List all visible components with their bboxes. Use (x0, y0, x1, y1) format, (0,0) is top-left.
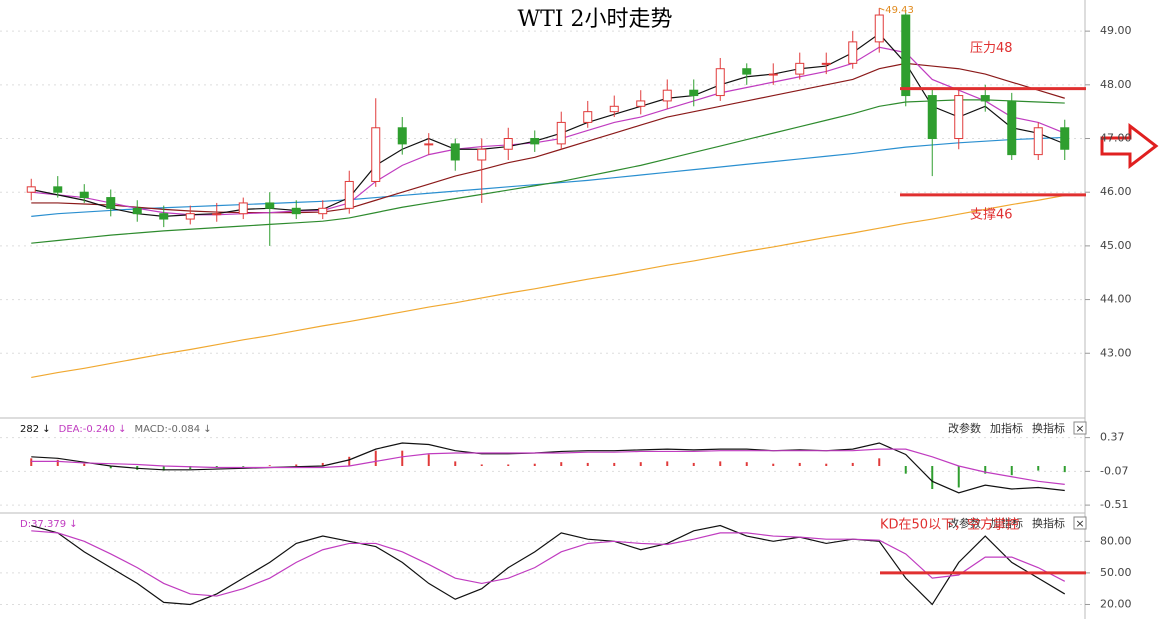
panel-button[interactable]: 加指标 (990, 421, 1023, 435)
legend-label: D:37.379 ↓ (20, 519, 78, 530)
candle-body (980, 95, 990, 102)
candle-body (79, 191, 89, 199)
indicator-line (31, 524, 1066, 606)
y-tick-label: 47.00 (1100, 132, 1132, 145)
candle-body (609, 105, 619, 113)
y-tick-label: 50.00 (1100, 566, 1132, 579)
annotation-label: 支撑46 (970, 207, 1013, 222)
arrow-icon (1100, 122, 1159, 170)
annotation-label: KD在50以下，空方掌控 (880, 516, 1019, 532)
high-label-pointer (879, 7, 885, 11)
candle-body (848, 41, 858, 64)
candle-body (371, 127, 381, 182)
candle-body (795, 62, 805, 75)
candle-body (1007, 100, 1017, 156)
candle-body (768, 73, 778, 76)
candle-body (318, 207, 328, 215)
candle-body (477, 148, 487, 161)
close-button-box[interactable] (1073, 421, 1087, 435)
candle-body (954, 95, 964, 140)
panel-button[interactable]: × (1075, 517, 1084, 530)
candle-body (503, 138, 513, 150)
chart-title: WTI 2小时走势 (518, 7, 673, 32)
panel-button[interactable]: 改参数 (948, 421, 981, 435)
candle-body (291, 207, 301, 215)
candle-body (556, 121, 566, 145)
candle-body (1060, 127, 1070, 150)
candle-body (106, 197, 116, 209)
candle-body (1033, 127, 1043, 156)
panel-button[interactable]: × (1075, 422, 1084, 435)
candle-body (344, 180, 354, 209)
y-tick-label: 49.00 (1100, 24, 1132, 37)
candle-body (397, 127, 407, 145)
indicator-line (31, 530, 1066, 597)
y-tick-label: 46.00 (1100, 185, 1132, 198)
candle-body (132, 207, 142, 215)
candle-body (927, 95, 937, 140)
candle-body (689, 89, 699, 97)
candle-body (662, 89, 672, 102)
y-tick-label: 80.00 (1100, 534, 1132, 547)
candle-body (450, 143, 460, 161)
indicator-line (31, 33, 1065, 217)
y-tick-label: 44.00 (1100, 293, 1132, 306)
y-tick-label: 45.00 (1100, 239, 1132, 252)
candle-body (212, 213, 222, 216)
candle-body (874, 14, 884, 43)
high-label: 49.43 (885, 5, 914, 16)
panel-button[interactable]: 换指标 (1032, 516, 1065, 530)
indicator-line (31, 62, 1065, 214)
candle-body (265, 202, 275, 209)
candle-body (26, 186, 36, 193)
candle-body (238, 202, 248, 215)
y-tick-label: 0.37 (1100, 431, 1125, 444)
candle-body (159, 213, 169, 220)
candle-body (424, 143, 434, 146)
close-button-box[interactable] (1073, 516, 1087, 530)
legend-label: 282 ↓ (20, 424, 51, 435)
candle-body (53, 186, 63, 193)
y-tick-label: -0.07 (1100, 464, 1128, 477)
y-tick-label: 43.00 (1100, 346, 1132, 359)
panel-button[interactable]: 加指标 (990, 516, 1023, 530)
y-tick-label: -0.51 (1100, 498, 1128, 511)
annotation-label: 压力48 (970, 41, 1013, 56)
candle-body (185, 213, 195, 220)
candle-body (821, 62, 831, 65)
candle-body (901, 14, 911, 97)
indicator-line (31, 99, 1065, 244)
candle-body (715, 68, 725, 97)
candle-body (583, 111, 593, 123)
y-tick-label: 48.00 (1100, 78, 1132, 91)
indicator-line (31, 448, 1065, 485)
panel-button[interactable]: 改参数 (948, 516, 981, 530)
indicator-line (31, 194, 1065, 379)
legend-label: MACD:-0.084 ↓ (135, 424, 212, 435)
y-tick-label: 20.00 (1100, 597, 1132, 610)
legend-label: DEA:-0.240 ↓ (59, 424, 127, 435)
candle-body (742, 68, 752, 75)
panel-button[interactable]: 换指标 (1032, 421, 1065, 435)
candle-body (530, 138, 540, 145)
candle-body (636, 100, 646, 107)
